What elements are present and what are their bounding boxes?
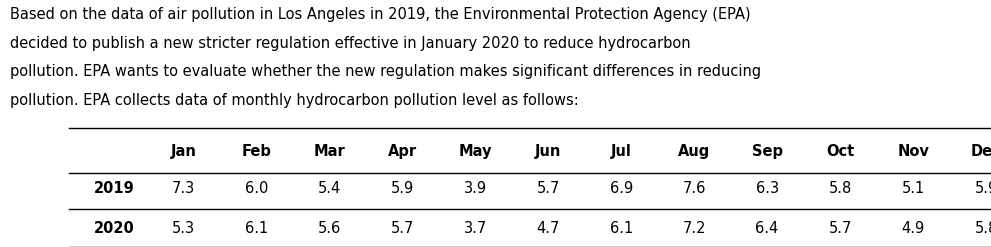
Text: 7.3: 7.3 (171, 182, 195, 196)
Text: pollution. EPA wants to evaluate whether the new regulation makes significant di: pollution. EPA wants to evaluate whether… (10, 64, 761, 79)
Text: Feb: Feb (242, 144, 272, 159)
Text: 3.9: 3.9 (464, 182, 487, 196)
Text: Oct: Oct (826, 144, 854, 159)
Text: 2020: 2020 (93, 221, 135, 236)
Text: 7.2: 7.2 (683, 221, 706, 236)
Text: 6.9: 6.9 (609, 182, 633, 196)
Text: 2019: 2019 (93, 182, 135, 196)
Text: Dec: Dec (970, 144, 991, 159)
Text: 6.0: 6.0 (245, 182, 268, 196)
Text: 4.7: 4.7 (536, 221, 560, 236)
Text: 6.1: 6.1 (245, 221, 268, 236)
Text: 5.4: 5.4 (318, 182, 341, 196)
Text: 5.7: 5.7 (828, 221, 852, 236)
Text: Based on the data of air pollution in Los Angeles in 2019, the Environmental Pro: Based on the data of air pollution in Lo… (10, 7, 750, 22)
Text: pollution. EPA collects data of monthly hydrocarbon pollution level as follows:: pollution. EPA collects data of monthly … (10, 93, 579, 108)
Text: 6.1: 6.1 (609, 221, 633, 236)
Text: Apr: Apr (387, 144, 417, 159)
Text: 5.8: 5.8 (828, 182, 851, 196)
Text: 5.7: 5.7 (390, 221, 414, 236)
Text: 3.7: 3.7 (464, 221, 487, 236)
Text: Jan: Jan (170, 144, 196, 159)
Text: 4.9: 4.9 (902, 221, 925, 236)
Text: decided to publish a new stricter regulation effective in January 2020 to reduce: decided to publish a new stricter regula… (10, 36, 691, 51)
Text: 7.6: 7.6 (683, 182, 706, 196)
Text: Nov: Nov (897, 144, 929, 159)
Text: 5.3: 5.3 (171, 221, 195, 236)
Text: Sep: Sep (751, 144, 783, 159)
Text: 5.7: 5.7 (536, 182, 560, 196)
Text: Mar: Mar (313, 144, 345, 159)
Text: May: May (459, 144, 492, 159)
Text: Jul: Jul (610, 144, 631, 159)
Text: 5.8: 5.8 (974, 221, 991, 236)
Text: 5.9: 5.9 (974, 182, 991, 196)
Text: 6.3: 6.3 (755, 182, 779, 196)
Text: 5.6: 5.6 (318, 221, 341, 236)
Text: 5.9: 5.9 (390, 182, 414, 196)
Text: Jun: Jun (535, 144, 561, 159)
Text: 5.1: 5.1 (902, 182, 925, 196)
Text: 6.4: 6.4 (755, 221, 779, 236)
Text: Aug: Aug (678, 144, 711, 159)
